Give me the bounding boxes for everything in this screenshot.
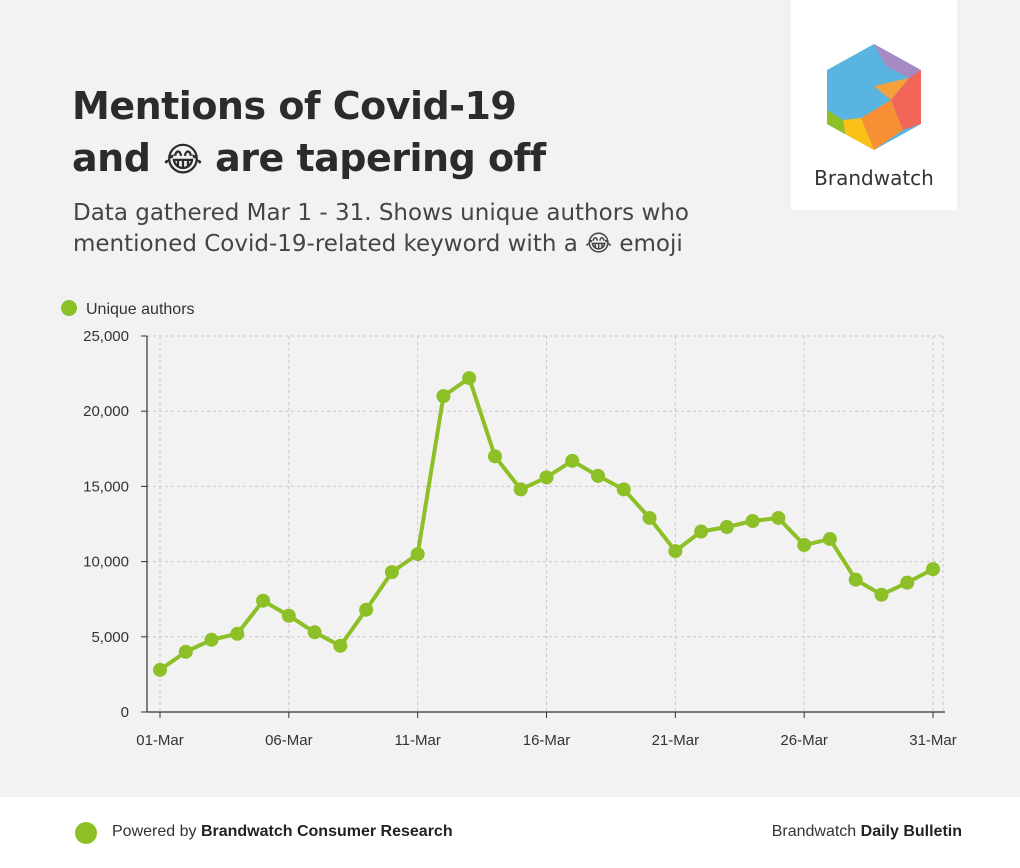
data-point <box>848 572 863 587</box>
data-point <box>874 587 889 602</box>
tears-of-joy-emoji-icon: 😂 <box>585 231 613 257</box>
chart-series <box>153 371 940 677</box>
data-point <box>333 638 348 653</box>
footer-right-brand: Brandwatch <box>771 823 857 840</box>
x-tick-label: 26-Mar <box>780 732 828 749</box>
legend-marker-icon <box>61 300 77 316</box>
footer-right-bulletin: Daily Bulletin <box>860 823 962 840</box>
chart-gridlines <box>147 335 945 712</box>
y-tick-label: 10,000 <box>83 554 129 571</box>
x-tick-label: 11-Mar <box>394 732 440 749</box>
data-point <box>153 662 167 677</box>
data-point <box>771 510 786 525</box>
brandwatch-logo-card: Brandwatch <box>791 0 957 210</box>
data-point <box>410 547 425 562</box>
footer-daily-bulletin: Brandwatch Daily Bulletin <box>772 823 962 841</box>
data-point <box>900 575 915 590</box>
chart-axes: 0 5,000 10,000 15,000 20,000 25,000 01-Mar 06-M… <box>83 328 957 749</box>
data-point <box>539 470 554 485</box>
y-tick-label: 0 <box>121 704 129 721</box>
data-point <box>513 482 528 497</box>
data-point <box>307 625 322 640</box>
data-point <box>694 524 709 539</box>
y-tick-label: 5,000 <box>91 629 129 646</box>
x-tick-label: 16-Mar <box>523 732 571 749</box>
data-point <box>230 626 245 641</box>
brandwatch-hexagon-icon <box>827 44 921 150</box>
brandwatch-logo-text: Brandwatch <box>814 166 934 190</box>
page-title: Mentions of Covid-19 and 😂 are tapering … <box>72 80 546 186</box>
x-tick-label: 01-Mar <box>136 732 184 749</box>
chart-legend: Unique authors <box>61 300 195 318</box>
data-point <box>616 482 631 497</box>
title-line-2-end: are tapering off <box>215 136 546 180</box>
data-point <box>642 510 657 525</box>
data-point <box>591 468 606 483</box>
subtitle-line-1: Data gathered Mar 1 - 31. Shows unique a… <box>73 200 689 226</box>
footer-bar: Powered by Brandwatch Consumer Research … <box>0 797 1020 868</box>
line-chart: 0 5,000 10,000 15,000 20,000 25,000 01-Mar 06-M… <box>61 300 957 749</box>
footer-green-dot-icon <box>75 822 97 844</box>
y-tick-label: 25,000 <box>83 328 129 345</box>
data-point <box>926 562 940 577</box>
data-point <box>822 532 837 547</box>
data-point <box>668 544 683 559</box>
data-point <box>204 632 219 647</box>
data-point <box>359 602 374 617</box>
data-point <box>384 565 399 580</box>
x-tick-label: 21-Mar <box>652 732 700 749</box>
y-tick-label: 20,000 <box>83 403 129 420</box>
data-point <box>462 371 477 386</box>
y-tick-label: 15,000 <box>83 478 129 495</box>
data-point <box>797 538 812 553</box>
subtitle-line-2-end: emoji <box>619 231 683 257</box>
legend-label: Unique authors <box>86 301 195 318</box>
data-point <box>256 593 271 608</box>
x-tick-label: 31-Mar <box>909 732 957 749</box>
data-point <box>745 513 760 528</box>
footer-powered-by-label: Powered by <box>112 823 197 840</box>
footer-powered-by: Powered by Brandwatch Consumer Research <box>112 823 453 841</box>
title-line-2-start: and <box>72 136 151 180</box>
data-point <box>487 449 502 464</box>
page-subtitle: Data gathered Mar 1 - 31. Shows unique a… <box>73 198 689 260</box>
data-point <box>719 520 734 535</box>
subtitle-line-2-start: mentioned Covid-19-related keyword with … <box>73 231 578 257</box>
data-point <box>281 608 296 623</box>
title-line-1: Mentions of Covid-19 <box>72 84 517 128</box>
tears-of-joy-emoji-icon: 😂 <box>163 140 203 180</box>
x-tick-label: 06-Mar <box>265 732 313 749</box>
data-point <box>436 389 451 404</box>
data-point <box>178 644 193 659</box>
footer-powered-by-brand: Brandwatch Consumer Research <box>200 823 453 840</box>
data-point <box>565 453 580 468</box>
